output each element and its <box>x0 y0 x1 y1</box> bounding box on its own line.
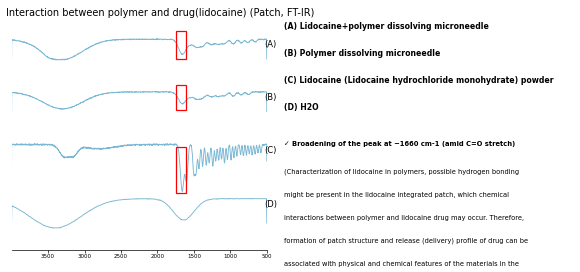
Text: (D) H2O: (D) H2O <box>284 103 319 112</box>
Text: (C): (C) <box>264 146 277 155</box>
Text: formation of patch structure and release (delivery) profile of drug can be: formation of patch structure and release… <box>284 238 528 245</box>
Text: (C) Lidocaine (Lidocaine hydrochloride monohydrate) powder: (C) Lidocaine (Lidocaine hydrochloride m… <box>284 76 554 85</box>
Text: (A): (A) <box>264 40 277 49</box>
Text: (D): (D) <box>264 200 278 209</box>
Text: might be present in the lidocaine integrated patch, which chemical: might be present in the lidocaine integr… <box>284 192 509 198</box>
Text: ✓ Broadening of the peak at ~1660 cm-1 (amid C=O stretch): ✓ Broadening of the peak at ~1660 cm-1 (… <box>284 141 516 147</box>
Bar <box>176 147 186 193</box>
Text: (Characterization of lidocaine in polymers, possible hydrogen bonding: (Characterization of lidocaine in polyme… <box>284 169 520 175</box>
Bar <box>176 85 186 110</box>
Text: interactions between polymer and lidocaine drug may occur. Therefore,: interactions between polymer and lidocai… <box>284 215 524 221</box>
Text: Interaction between polymer and drug(lidocaine) (Patch, FT-IR): Interaction between polymer and drug(lid… <box>6 8 314 18</box>
Text: associated with physical and chemical features of the materials in the: associated with physical and chemical fe… <box>284 261 520 267</box>
Text: (B): (B) <box>264 93 277 102</box>
Text: (A) Lidocaine+polymer dissolving microneedle: (A) Lidocaine+polymer dissolving microne… <box>284 22 490 31</box>
Text: (B) Polymer dissolving microneedle: (B) Polymer dissolving microneedle <box>284 49 441 58</box>
Bar <box>176 31 186 59</box>
